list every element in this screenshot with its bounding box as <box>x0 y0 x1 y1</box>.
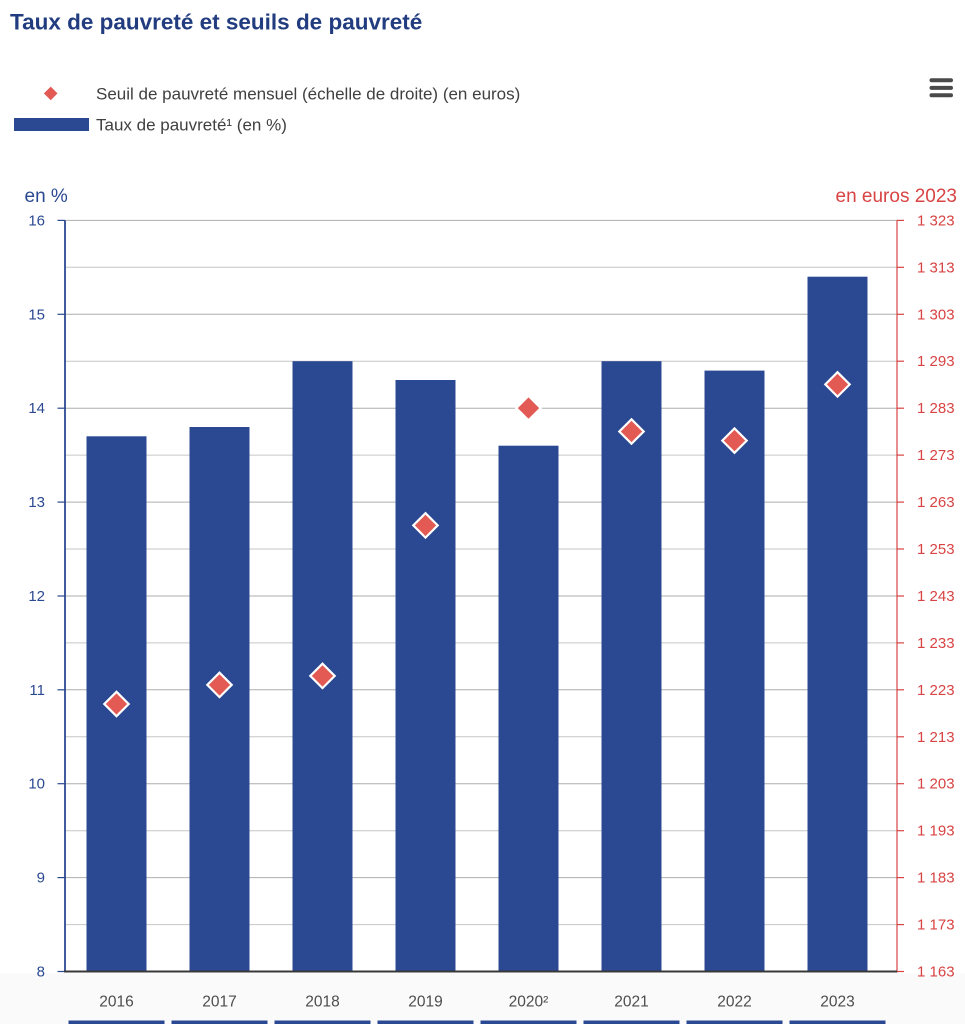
svg-text:2022: 2022 <box>717 994 751 1011</box>
svg-text:Taux de pauvreté et seuils de: Taux de pauvreté et seuils de pauvreté <box>10 10 422 35</box>
svg-text:11: 11 <box>29 682 45 699</box>
svg-text:1 193: 1 193 <box>917 823 955 840</box>
svg-text:15: 15 <box>28 306 45 323</box>
svg-text:1 283: 1 283 <box>917 400 955 417</box>
svg-text:Taux de pauvreté¹ (en %): Taux de pauvreté¹ (en %) <box>96 115 287 134</box>
svg-text:1 183: 1 183 <box>917 870 955 887</box>
svg-text:1 273: 1 273 <box>917 447 955 464</box>
svg-text:12: 12 <box>28 588 45 605</box>
svg-text:1 163: 1 163 <box>917 964 955 981</box>
svg-text:en %: en % <box>25 186 68 207</box>
svg-text:1 303: 1 303 <box>917 306 955 323</box>
svg-text:1 203: 1 203 <box>917 776 955 793</box>
svg-text:1 243: 1 243 <box>917 588 955 605</box>
svg-text:1 253: 1 253 <box>917 541 955 558</box>
svg-text:2023: 2023 <box>820 994 854 1011</box>
svg-text:1 173: 1 173 <box>917 917 955 934</box>
svg-text:1 263: 1 263 <box>917 494 955 511</box>
svg-text:2018: 2018 <box>305 994 339 1011</box>
svg-text:en euros 2023: en euros 2023 <box>836 186 958 207</box>
svg-text:Seuil de pauvreté mensuel (éch: Seuil de pauvreté mensuel (échelle de dr… <box>96 84 520 103</box>
svg-text:1 233: 1 233 <box>917 635 955 652</box>
svg-text:10: 10 <box>28 776 45 793</box>
svg-text:2021: 2021 <box>614 994 648 1011</box>
svg-text:13: 13 <box>28 494 45 511</box>
svg-text:1 213: 1 213 <box>917 729 955 746</box>
svg-text:2016: 2016 <box>99 994 133 1011</box>
svg-text:1 293: 1 293 <box>917 353 955 370</box>
svg-text:8: 8 <box>37 964 45 981</box>
svg-text:2017: 2017 <box>202 994 236 1011</box>
svg-text:9: 9 <box>37 870 45 887</box>
svg-text:1 223: 1 223 <box>917 682 955 699</box>
svg-text:2019: 2019 <box>408 994 442 1011</box>
svg-text:2020²: 2020² <box>509 994 549 1011</box>
svg-text:1 323: 1 323 <box>917 212 955 229</box>
svg-text:1 313: 1 313 <box>917 259 955 276</box>
svg-text:14: 14 <box>28 400 45 417</box>
svg-text:16: 16 <box>28 212 45 229</box>
